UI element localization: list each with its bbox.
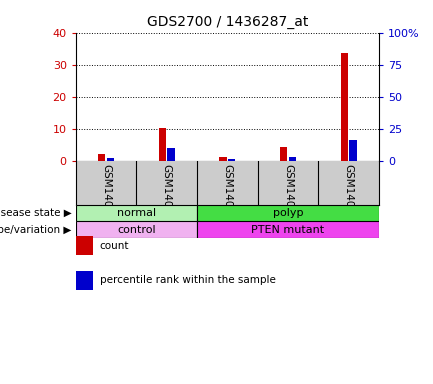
- Text: count: count: [100, 241, 129, 251]
- Text: PTEN mutant: PTEN mutant: [252, 225, 324, 235]
- Bar: [228, 159, 235, 161]
- Text: control: control: [117, 225, 156, 235]
- Bar: [197, 205, 379, 221]
- Bar: [159, 127, 166, 161]
- Bar: [197, 221, 379, 238]
- Text: GSM140818: GSM140818: [343, 164, 354, 227]
- Bar: [98, 154, 105, 161]
- Text: percentile rank within the sample: percentile rank within the sample: [100, 275, 275, 285]
- Title: GDS2700 / 1436287_at: GDS2700 / 1436287_at: [147, 15, 308, 29]
- Text: genotype/variation ▶: genotype/variation ▶: [0, 225, 71, 235]
- Text: polyp: polyp: [273, 208, 303, 218]
- Text: GSM140792: GSM140792: [101, 164, 111, 227]
- Bar: [107, 158, 114, 161]
- Bar: [349, 140, 356, 161]
- Bar: [220, 157, 226, 161]
- Bar: [76, 205, 197, 221]
- Bar: [76, 221, 197, 238]
- Text: GSM140817: GSM140817: [283, 164, 293, 227]
- Bar: [289, 157, 296, 161]
- Bar: [341, 53, 348, 161]
- Bar: [168, 148, 174, 161]
- Text: normal: normal: [117, 208, 156, 218]
- Text: disease state ▶: disease state ▶: [0, 208, 71, 218]
- Text: GSM140816: GSM140816: [162, 164, 172, 227]
- Bar: [280, 147, 287, 161]
- Text: GSM140813: GSM140813: [222, 164, 233, 227]
